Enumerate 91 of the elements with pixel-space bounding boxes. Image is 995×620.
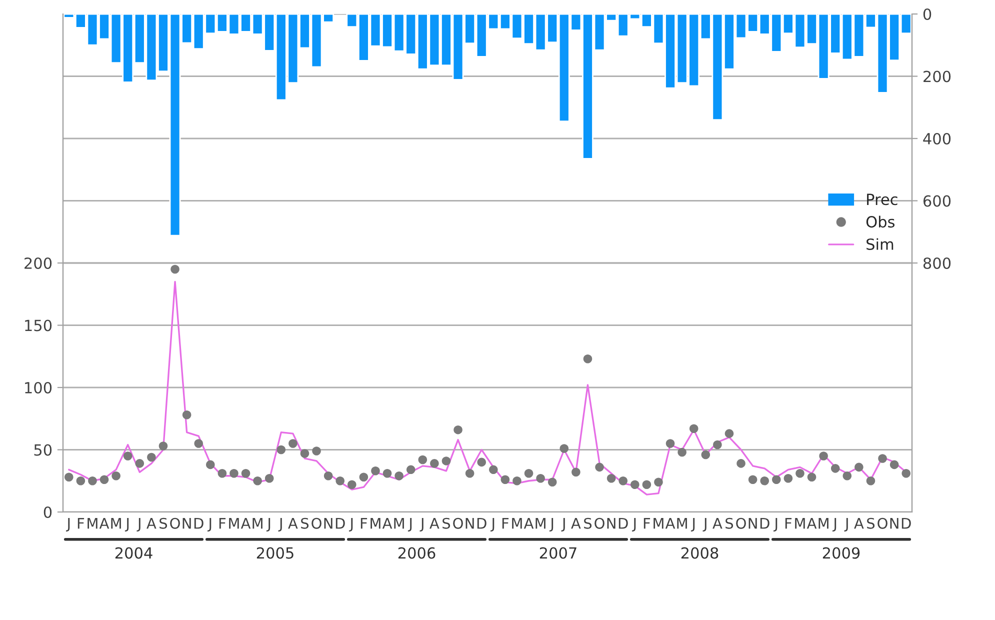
y-tick-label: 0 [44,506,52,518]
x-tick-label: A [524,518,534,529]
x-tick-label: O [878,518,888,529]
x-tick-label: O [312,518,322,529]
x-tick-label: F [502,518,509,529]
x-tick-label: J [690,518,695,532]
legend-label: Prec [867,194,898,206]
x-tick-label: J [844,518,848,532]
x-tick-label: J [124,518,129,532]
x-tick-label: N [890,518,898,529]
x-tick-label: A [146,518,156,529]
x-tick-label: J [136,518,140,532]
x-tick-label: D [477,518,486,529]
y-tick-label: 200 [24,257,52,270]
x-tick-label: F [78,518,84,529]
x-tick-label: J [773,518,778,532]
x-tick-label: F [360,518,368,529]
text: 2005 [256,547,294,559]
x-tick-label: A [571,518,581,529]
x-tick-label: N [182,518,191,529]
x-tick-label: S [442,518,450,529]
x-tick-label: M [795,518,805,529]
x-tick-label: A [382,518,392,529]
y2-tick-label: 0 [923,8,932,20]
x-tick-label: J [632,518,636,532]
text: 2009 [822,547,860,559]
x-tick-label: M [677,518,687,529]
x-tick-label: A [430,518,440,529]
x-tick-label: J [266,518,270,532]
x-tick-label: N [466,518,474,529]
legend-label: Obs [866,216,895,228]
x-tick-label: A [288,518,298,529]
x-tick-label: M [229,518,239,529]
x-tick-label: M [370,518,380,529]
y-tick-label: 100 [25,382,52,394]
x-tick-label: A [712,518,722,529]
x-tick-label: F [785,518,792,529]
y-tick-label: 50 [34,444,52,456]
x-tick-label: M [111,518,121,529]
x-tick-label: M [654,518,664,529]
text: 2006 [398,547,436,559]
x-tick-label: M [512,518,522,529]
x-tick-label: J [207,518,212,532]
x-tick-label: J [702,518,706,532]
x-tick-label: M [88,518,98,529]
x-tick-label: D [618,518,628,529]
x-tick-label: J [561,518,565,532]
x-tick-label: J [66,518,70,532]
x-tick-label: J [549,518,554,532]
text: 2008 [681,547,718,559]
x-tick-label: A [806,518,817,529]
x-tick-label: N [748,518,757,529]
x-tick-label: D [194,518,204,529]
x-tick-label: O [453,518,463,529]
x-tick-label: A [240,518,251,529]
x-tick-label: O [736,518,746,529]
y2-tick-label: 800 [923,257,951,270]
x-tick-label: M [394,518,404,529]
x-tick-label: A [665,518,676,529]
x-tick-label: O [170,518,180,529]
x-tick-label: S [726,518,734,529]
x-tick-label: J [348,518,353,532]
x-tick-label: J [832,518,836,532]
x-tick-label: S [301,518,309,529]
x-tick-label: S [160,518,168,529]
x-tick-label: D [760,518,770,529]
text: 2007 [540,547,576,559]
x-tick-label: J [490,518,494,532]
x-tick-label: F [219,518,226,529]
x-tick-label: S [867,518,875,529]
x-tick-label: N [324,518,332,529]
y2-tick-label: 200 [924,70,951,82]
legend-label: Sim [866,238,894,250]
x-tick-label: M [252,518,262,529]
text: 2004 [115,547,152,559]
x-tick-label: O [594,518,604,529]
x-tick-label: S [584,518,592,529]
x-tick-label: A [854,518,864,529]
x-tick-label: D [902,518,911,529]
y2-tick-label: 600 [923,195,951,207]
x-tick-label: M [536,518,546,529]
x-tick-label: D [336,518,345,529]
y-tick-label: 150 [25,320,52,332]
x-tick-label: M [818,518,828,529]
x-tick-label: J [278,518,282,532]
x-tick-label: J [420,518,424,532]
x-tick-label: N [607,518,616,529]
y2-tick-label: 400 [923,132,951,145]
x-tick-label: J [408,518,412,532]
x-tick-label: A [99,518,110,529]
x-tick-label: F [644,518,650,529]
